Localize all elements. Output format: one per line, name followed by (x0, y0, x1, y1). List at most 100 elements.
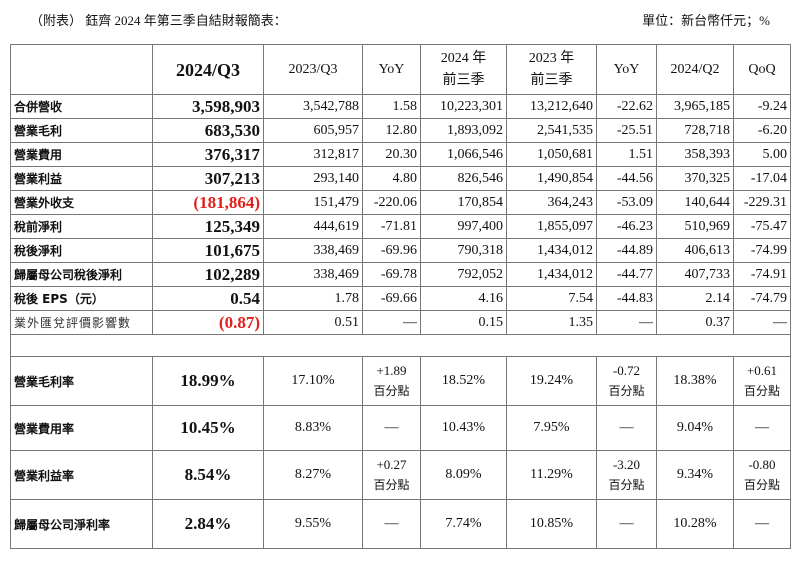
cell-2023-9m: 11.29% (506, 450, 597, 500)
cell-2023-q3: 338,469 (263, 262, 363, 287)
cell-2024-q2: 2.14 (656, 286, 734, 311)
cell-qoq: -0.80 百分點 (733, 450, 791, 500)
cell-yoy-9m: -44.89 (596, 238, 657, 263)
pp-change-value: +0.61 (746, 363, 778, 378)
header-cell: YoY (362, 44, 421, 95)
cell-2024-q3: (181,864) (152, 190, 264, 215)
cell-2024-9m: 0.15 (420, 310, 507, 335)
pp-unit: 百分點 (608, 478, 645, 492)
cell-2024-q2: 18.38% (656, 356, 734, 406)
cell-2024-q3: 102,289 (152, 262, 264, 287)
spacer-row (10, 334, 791, 357)
header-cell: YoY (596, 44, 657, 95)
cell-yoy-q3: -69.96 (362, 238, 421, 263)
header-row: 2024/Q3 2023/Q3 YoY 2024 年 前三季 2023 年 前三季 YoY… (10, 44, 791, 95)
header-cell: 2023 年 前三季 (506, 44, 597, 95)
cell-2024-q3: 125,349 (152, 214, 264, 239)
cell-2023-9m: 1,050,681 (506, 142, 597, 167)
cell-2024-q3: 307,213 (152, 166, 264, 191)
cell-yoy-9m: -44.56 (596, 166, 657, 191)
cell-2024-q2: 358,393 (656, 142, 734, 167)
cell-yoy-q3: -71.81 (362, 214, 421, 239)
row-label: 業外匯兌評價影響數 (10, 310, 153, 335)
cell-qoq: -17.04 (733, 166, 791, 191)
cell-2023-9m: 7.95% (506, 405, 597, 451)
row-label: 營業利益率 (10, 450, 153, 500)
cell-2024-q2: 9.04% (656, 405, 734, 451)
cell-2023-9m: 2,541,535 (506, 118, 597, 143)
row-label: 營業毛利率 (10, 356, 153, 406)
row-label: 稅前淨利 (10, 214, 153, 239)
cell-2024-9m: 10.43% (420, 405, 507, 451)
cell-2023-9m: 1,434,012 (506, 262, 597, 287)
cell-2023-q3: 8.27% (263, 450, 363, 500)
row-label: 營業外收支 (10, 190, 153, 215)
table-row: 營業費用 376,317 312,817 20.30 1,066,546 1,050,68… (10, 142, 791, 167)
cell-yoy-9m: -3.20 百分點 (596, 450, 657, 500)
cell-qoq: — (733, 405, 791, 451)
table-row: 營業外收支 (181,864) 151,479 -220.06 170,854 364,2… (10, 190, 791, 215)
pp-change-value: +0.27 (376, 457, 407, 472)
cell-2024-9m: 1,893,092 (420, 118, 507, 143)
cell-2023-q3: 151,479 (263, 190, 363, 215)
cell-2023-q3: 293,140 (263, 166, 363, 191)
ratio-row: 歸屬母公司淨利率 2.84% 9.55% —7.74% 10.85% —10.28% — (10, 499, 791, 549)
cell-2023-q3: 8.83% (263, 405, 363, 451)
cell-2023-9m: 1.35 (506, 310, 597, 335)
row-label: 歸屬母公司淨利率 (10, 499, 153, 549)
cell-2024-9m: 7.74% (420, 499, 507, 549)
cell-yoy-9m: — (596, 310, 657, 335)
pp-unit: 百分點 (373, 478, 410, 492)
cell-yoy-9m: -46.23 (596, 214, 657, 239)
cell-qoq: 5.00 (733, 142, 791, 167)
cell-2023-q3: 1.78 (263, 286, 363, 311)
table-row: 歸屬母公司稅後淨利 102,289 338,469 -69.78 792,052 1,43… (10, 262, 791, 287)
row-label: 營業費用率 (10, 405, 153, 451)
cell-2023-q3: 3,542,788 (263, 94, 363, 119)
cell-2024-9m: 1,066,546 (420, 142, 507, 167)
cell-yoy-q3: — (362, 405, 421, 451)
header-cell: QoQ (733, 44, 791, 95)
cell-2024-q2: 0.37 (656, 310, 734, 335)
cell-2024-q3: 18.99% (152, 356, 264, 406)
cell-yoy-q3: -69.78 (362, 262, 421, 287)
table-row: 業外匯兌評價影響數 (0.87) 0.51—0.15 1.35—0.37— (10, 310, 791, 335)
cell-2024-q2: 510,969 (656, 214, 734, 239)
cell-2023-9m: 10.85% (506, 499, 597, 549)
cell-2023-9m: 1,490,854 (506, 166, 597, 191)
header-cell: 2024/Q2 (656, 44, 734, 95)
row-label: 稅後 EPS（元） (10, 286, 153, 311)
cell-2024-q2: 370,325 (656, 166, 734, 191)
cell-qoq: -229.31 (733, 190, 791, 215)
financial-summary-table: 2024/Q3 2023/Q3 YoY 2024 年 前三季 2023 年 前三季 YoY… (10, 44, 791, 549)
cell-yoy-9m: -44.83 (596, 286, 657, 311)
cell-yoy-q3: -69.66 (362, 286, 421, 311)
cell-2024-q3: 376,317 (152, 142, 264, 167)
ratio-row: 營業費用率 10.45% 8.83% —10.43% 7.95% —9.04% — (10, 405, 791, 451)
cell-qoq: — (733, 499, 791, 549)
cell-2023-9m: 364,243 (506, 190, 597, 215)
table-row: 稅後淨利 101,675 338,469 -69.96 790,318 1,434,012… (10, 238, 791, 263)
cell-2024-q3: 101,675 (152, 238, 264, 263)
header-cell: 2023/Q3 (263, 44, 363, 95)
table-row: 營業利益 307,213 293,140 4.80 826,546 1,490,854 -4… (10, 166, 791, 191)
cell-qoq: — (733, 310, 791, 335)
cell-2023-9m: 1,434,012 (506, 238, 597, 263)
cell-2024-q3: 2.84% (152, 499, 264, 549)
cell-yoy-q3: 4.80 (362, 166, 421, 191)
row-label: 合併營收 (10, 94, 153, 119)
ratio-row: 營業毛利率 18.99% 17.10% +1.89 百分點 18.52% 19.24% -0.… (10, 356, 791, 406)
spacer-cell (10, 334, 791, 357)
cell-qoq: -75.47 (733, 214, 791, 239)
cell-2024-q3: 3,598,903 (152, 94, 264, 119)
cell-2024-9m: 790,318 (420, 238, 507, 263)
cell-2023-q3: 605,957 (263, 118, 363, 143)
pp-unit: 百分點 (373, 384, 410, 398)
pp-unit: 百分點 (608, 384, 645, 398)
cell-yoy-q3: 12.80 (362, 118, 421, 143)
cell-2024-9m: 170,854 (420, 190, 507, 215)
cell-2024-q2: 140,644 (656, 190, 734, 215)
pp-unit: 百分點 (743, 478, 780, 492)
cell-2023-q3: 312,817 (263, 142, 363, 167)
row-label: 稅後淨利 (10, 238, 153, 263)
